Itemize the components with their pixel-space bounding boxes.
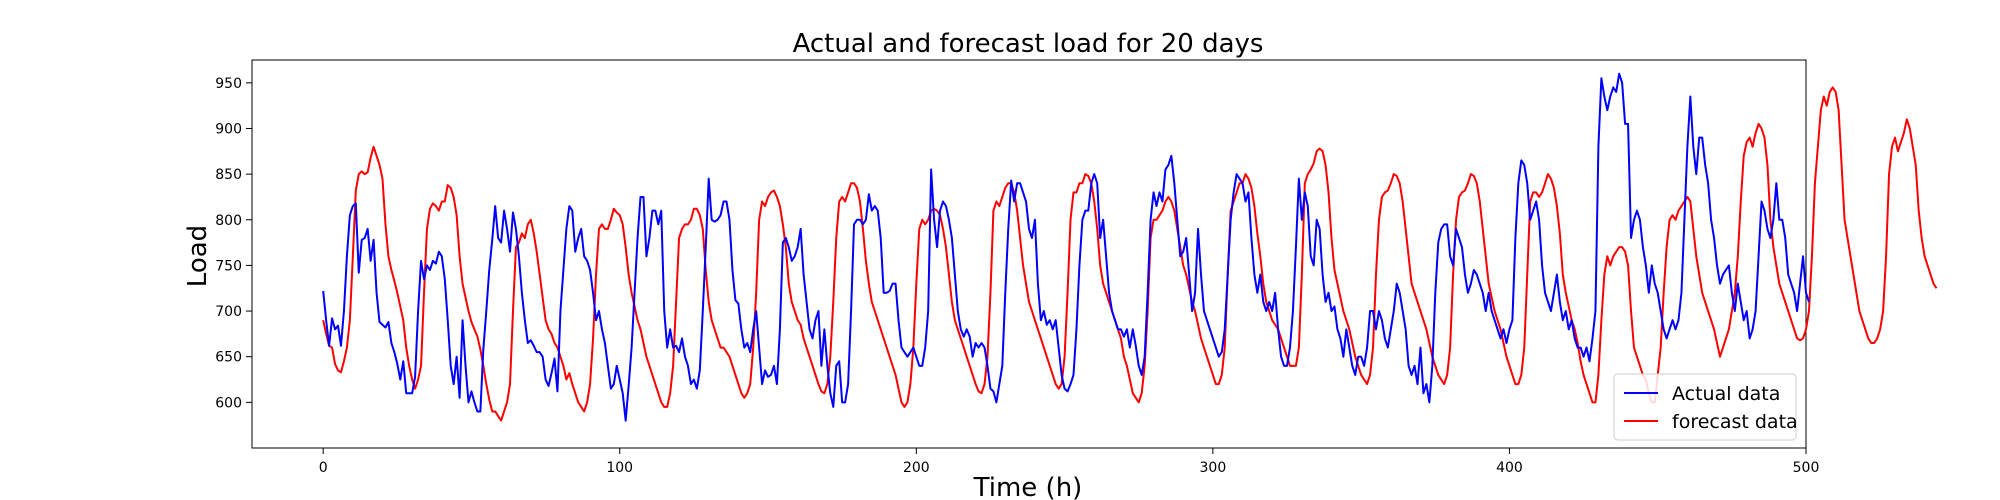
y-axis: 600 650 700 750 800 850 900 950: [215, 76, 252, 411]
y-tick-label: 650: [215, 350, 242, 366]
x-tick-label: 200: [903, 460, 930, 476]
y-tick-label: 600: [215, 395, 242, 411]
y-tick-label: 950: [215, 76, 242, 92]
x-tick-label: 100: [606, 460, 633, 476]
x-tick-label: 0: [319, 460, 328, 476]
legend: Actual data forecast data: [1613, 373, 1798, 441]
y-tick-label: 800: [215, 213, 242, 229]
plot-area: [251, 59, 1807, 449]
legend-label-forecast: forecast data: [1672, 411, 1798, 433]
y-axis-label: Load: [183, 225, 213, 287]
legend-box: [1613, 373, 1797, 441]
legend-label-actual: Actual data: [1672, 383, 1780, 405]
x-tick-label: 300: [1200, 460, 1227, 476]
series-line-forecast: [322, 86, 1938, 422]
y-tick-label: 700: [215, 304, 242, 320]
x-axis-label: Time (h): [973, 473, 1083, 500]
x-axis: 0 100 200 300 400 500: [319, 448, 1820, 476]
y-tick-label: 900: [215, 121, 242, 137]
series-line-actual: [322, 72, 1810, 422]
chart-title: Actual and forecast load for 20 days: [793, 29, 1264, 59]
x-tick-label: 500: [1793, 460, 1820, 476]
y-tick-label: 750: [215, 258, 242, 274]
series-group: [322, 72, 1938, 422]
x-tick-label: 400: [1496, 460, 1523, 476]
y-tick-label: 850: [215, 167, 242, 183]
